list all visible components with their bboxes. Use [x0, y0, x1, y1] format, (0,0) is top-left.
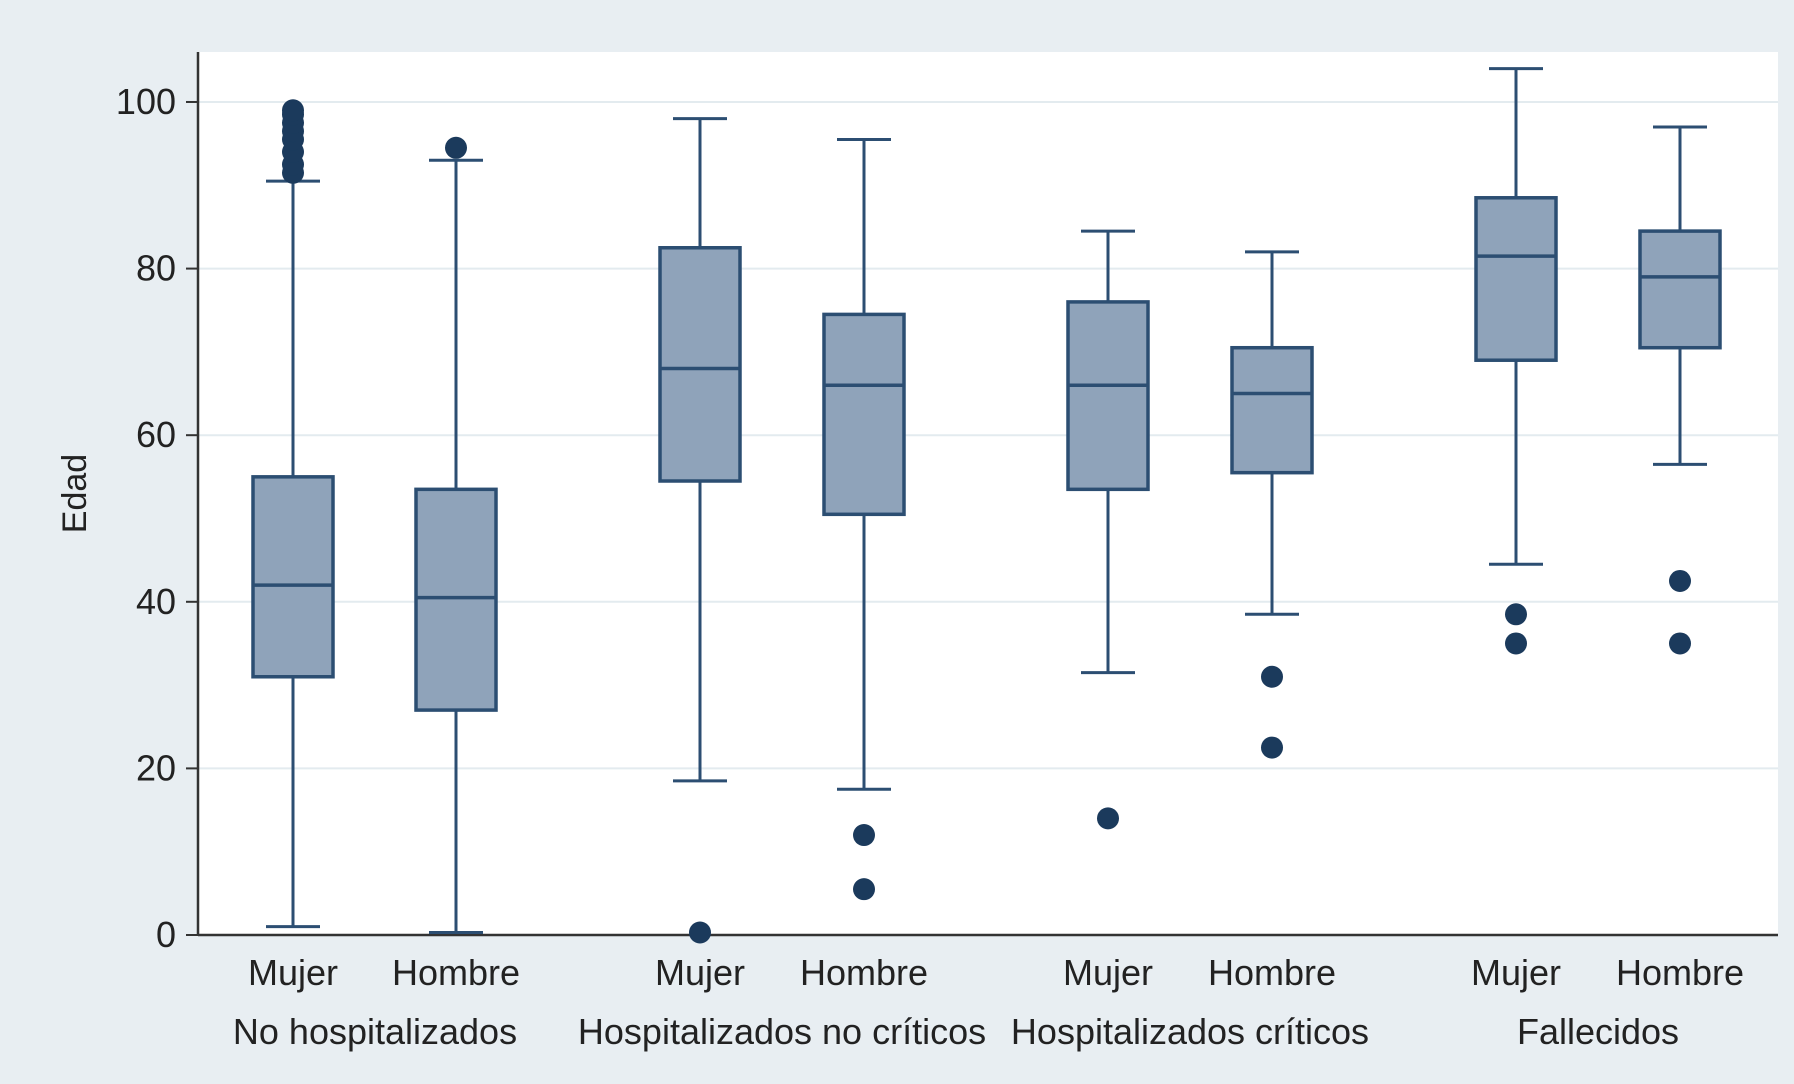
x-category-label: Mujer — [248, 952, 338, 993]
y-tick-label: 100 — [116, 81, 176, 122]
outlier-point — [445, 136, 467, 159]
x-category-label: Hombre — [1616, 952, 1744, 993]
x-group-label: No hospitalizados — [233, 1011, 517, 1052]
outlier-point — [282, 99, 304, 122]
x-group-label: Fallecidos — [1517, 1011, 1679, 1052]
box-iqr — [1066, 300, 1150, 492]
outlier-point — [1261, 665, 1283, 688]
x-group-label: Hospitalizados críticos — [1011, 1011, 1369, 1052]
x-group-label: Hospitalizados no críticos — [578, 1011, 986, 1052]
outlier-point — [689, 921, 711, 944]
box-iqr — [1230, 345, 1314, 475]
box-iqr — [414, 487, 498, 712]
x-category-label: Hombre — [392, 952, 520, 993]
outlier-point — [853, 824, 875, 847]
x-category-label: Mujer — [1063, 952, 1153, 993]
outlier-point — [1505, 632, 1527, 655]
box-iqr — [658, 246, 742, 483]
x-category-label: Mujer — [655, 952, 745, 993]
box-iqr — [251, 475, 335, 679]
y-tick-label: 20 — [136, 747, 176, 788]
x-category-label: Mujer — [1471, 952, 1561, 993]
x-category-label: Hombre — [800, 952, 928, 993]
outlier-point — [853, 878, 875, 901]
y-tick-label: 0 — [156, 914, 176, 955]
x-category-label: Hombre — [1208, 952, 1336, 993]
y-axis-label: Edad — [56, 454, 94, 533]
y-tick-label: 80 — [136, 248, 176, 289]
y-tick-label: 40 — [136, 581, 176, 622]
box-iqr — [1474, 196, 1558, 362]
y-tick-label: 60 — [136, 414, 176, 455]
box-iqr — [1638, 229, 1722, 350]
outlier-point — [1261, 736, 1283, 759]
outlier-point — [1669, 569, 1691, 592]
outlier-point — [1097, 807, 1119, 830]
outlier-point — [1505, 603, 1527, 626]
box-iqr — [822, 312, 906, 517]
outlier-point — [1669, 632, 1691, 655]
